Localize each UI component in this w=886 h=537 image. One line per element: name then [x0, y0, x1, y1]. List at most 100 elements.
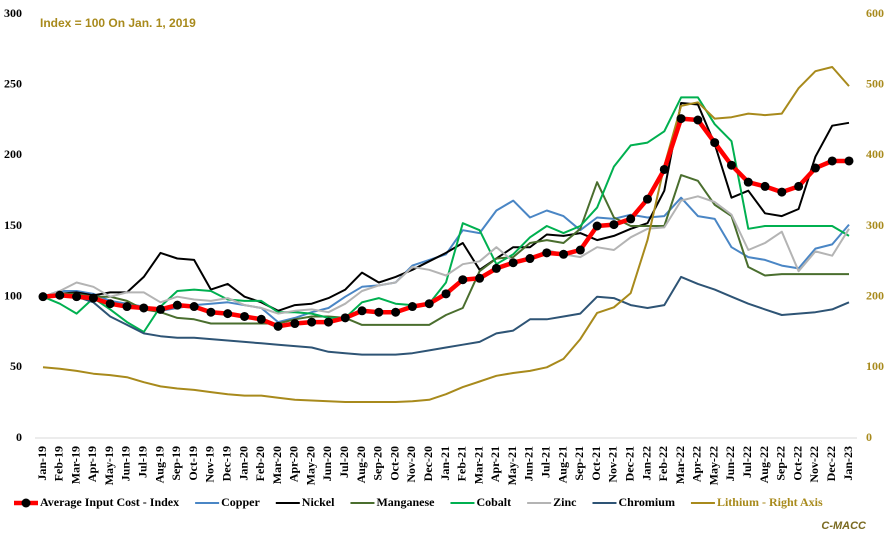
x-tick-label: Apr-20	[287, 446, 301, 482]
legend-label: Average Input Cost - Index	[40, 495, 179, 509]
y2-tick-label: 400	[866, 147, 884, 161]
source: C-MACC	[821, 520, 867, 532]
x-tick-label: Dec-20	[421, 446, 435, 481]
data-point	[475, 273, 485, 283]
x-tick-label: Jul-20	[337, 446, 351, 478]
data-point	[643, 194, 652, 204]
data-point	[424, 299, 434, 309]
x-tick-label: Mar-19	[68, 446, 82, 484]
data-point	[72, 292, 82, 302]
series-line	[42, 96, 850, 333]
y2-tick-label: 100	[866, 359, 884, 373]
data-point	[374, 307, 384, 317]
data-point	[777, 187, 787, 197]
x-tick-label: Nov-20	[404, 446, 418, 483]
y-tick-label: 150	[4, 218, 22, 232]
data-point	[357, 306, 367, 316]
data-point	[256, 314, 266, 324]
data-point	[88, 293, 98, 303]
data-point	[156, 304, 166, 314]
legend-label: Copper	[221, 495, 260, 509]
x-tick-label: May-22	[706, 446, 720, 485]
legend-label: Nickel	[302, 495, 335, 509]
data-point	[609, 220, 619, 230]
y2-tick-label: 200	[866, 288, 884, 302]
x-tick-label: Nov-19	[203, 446, 217, 483]
x-tick-label: Aug-20	[354, 446, 368, 483]
data-point	[105, 299, 115, 309]
data-point	[575, 245, 585, 255]
data-point	[273, 321, 283, 331]
data-point	[542, 248, 552, 258]
x-tick-label: Aug-21	[555, 446, 569, 483]
x-tick-label: Mar-20	[270, 446, 284, 484]
legend-label: Manganese	[376, 495, 435, 509]
x-tick-label: Jun-20	[320, 446, 334, 481]
data-point	[726, 160, 736, 170]
x-tick-label: Sep-22	[774, 446, 788, 481]
data-point	[458, 275, 468, 285]
data-point	[827, 156, 837, 166]
data-point	[794, 181, 804, 191]
x-tick-label: Feb-20	[253, 446, 267, 481]
x-tick-label: Feb-21	[455, 446, 469, 481]
annotation: Index = 100 On Jan. 1, 2019	[40, 16, 196, 30]
data-point	[407, 302, 417, 312]
legend-label: Chromium	[618, 495, 674, 509]
data-point	[844, 156, 854, 166]
y2-tick-label: 500	[866, 76, 884, 90]
x-tick-label: Dec-19	[219, 446, 233, 481]
legend-marker	[21, 498, 31, 508]
legend-label: Lithium - Right Axis	[717, 495, 823, 509]
x-tick-label: Jan-19	[35, 446, 49, 481]
data-point	[122, 302, 132, 312]
data-point	[508, 258, 518, 268]
data-point	[172, 300, 182, 310]
x-tick-label: Jul-22	[740, 446, 754, 478]
x-tick-label: Jan-20	[236, 446, 250, 481]
legend-label: Zinc	[553, 495, 577, 509]
x-tick-label: Feb-22	[656, 446, 670, 481]
data-point	[189, 302, 199, 312]
x-tick-label: Jun-21	[522, 446, 536, 481]
y-tick-label: 300	[4, 6, 22, 20]
x-tick-label: Mar-21	[471, 446, 485, 484]
legend-label: Cobalt	[476, 495, 511, 509]
y-tick-label: 0	[16, 430, 22, 444]
data-point	[659, 164, 669, 174]
series-line	[42, 195, 850, 315]
x-tick-label: Jan-22	[639, 446, 653, 481]
data-point	[290, 319, 300, 329]
data-point	[559, 249, 569, 259]
data-point	[676, 114, 686, 124]
x-tick-label: Jan-21	[438, 446, 452, 481]
x-tick-label: Oct-22	[790, 446, 804, 481]
data-point	[240, 311, 249, 321]
data-point	[223, 309, 233, 319]
x-tick-label: Oct-19	[186, 446, 200, 481]
data-point	[38, 292, 48, 302]
data-point	[525, 254, 535, 264]
y-tick-label: 200	[4, 147, 22, 161]
x-tick-label: May-19	[102, 446, 116, 485]
x-tick-label: Sep-21	[572, 446, 586, 481]
x-tick-label: Aug-19	[152, 446, 166, 483]
x-tick-label: Aug-22	[757, 446, 771, 483]
x-tick-label: Jul-19	[136, 446, 150, 478]
series-line	[42, 275, 850, 356]
data-point	[139, 303, 149, 313]
data-point	[743, 177, 753, 187]
x-tick-label: Nov-21	[606, 446, 620, 483]
y-tick-label: 100	[4, 288, 22, 302]
x-tick-label: May-20	[303, 446, 317, 485]
x-tick-label: Sep-19	[169, 446, 183, 481]
data-point	[810, 163, 820, 173]
y2-tick-label: 0	[866, 430, 872, 444]
x-tick-label: Nov-22	[807, 446, 821, 483]
data-point	[626, 214, 636, 224]
x-tick-label: Mar-22	[673, 446, 687, 484]
series-line	[42, 66, 850, 403]
data-point	[323, 317, 333, 327]
x-tick-label: Jun-19	[119, 446, 133, 481]
x-tick-label: Jul-21	[539, 446, 553, 478]
